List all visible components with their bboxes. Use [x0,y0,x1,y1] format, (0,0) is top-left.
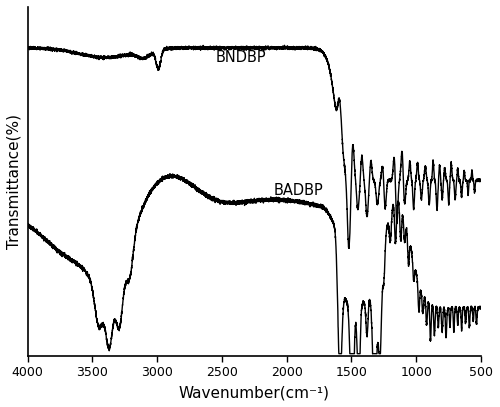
Text: BNDBP: BNDBP [216,50,266,66]
Y-axis label: Transmittance(%): Transmittance(%) [7,114,22,249]
Text: BADBP: BADBP [274,183,324,198]
X-axis label: Wavenumber(cm⁻¹): Wavenumber(cm⁻¹) [179,385,330,400]
